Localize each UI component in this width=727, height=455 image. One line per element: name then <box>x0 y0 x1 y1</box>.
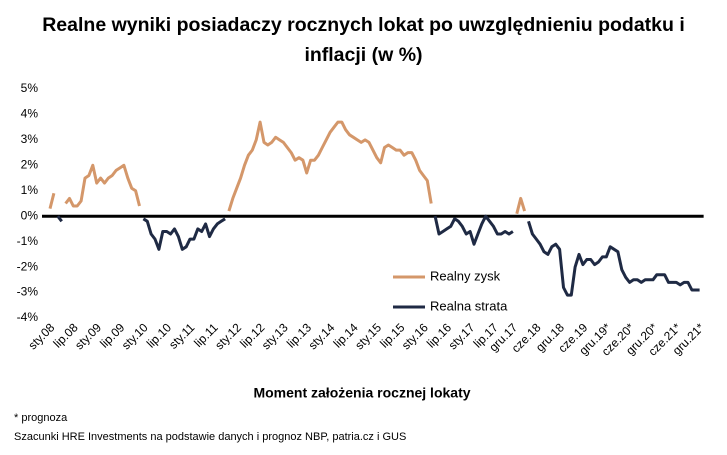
y-tick-label: 2% <box>21 158 39 172</box>
x-tick-label: sty.10 <box>119 320 151 352</box>
source: Szacunki HRE Investments na podstawie da… <box>14 431 406 443</box>
y-tick-label: -3% <box>17 285 39 299</box>
x-tick-label: sty.11 <box>166 320 198 352</box>
x-tick-label: sty.15 <box>352 320 384 352</box>
x-tick-label: sty.09 <box>72 320 104 352</box>
y-tick-label: 5% <box>21 81 39 95</box>
x-tick-label: sty.14 <box>306 320 338 352</box>
legend-label: Realny zysk <box>430 268 501 283</box>
x-tick-label: sty.08 <box>25 320 57 352</box>
y-tick-label: 1% <box>21 183 39 197</box>
line-series <box>48 120 527 215</box>
y-tick-label: 4% <box>21 107 39 121</box>
x-tick-label: sty.17 <box>446 320 478 352</box>
x-tick-label: sty.12 <box>212 320 244 352</box>
x-tick-label: sty.13 <box>259 320 291 352</box>
line-series <box>56 214 700 297</box>
y-tick-label: 0% <box>21 208 39 222</box>
x-axis-label: Moment założenia rocznej lokaty <box>253 385 470 401</box>
y-tick-label: -4% <box>17 310 39 324</box>
y-tick-label: -1% <box>17 234 39 248</box>
chart-title: Realne wyniki posiadaczy rocznych lokat … <box>42 14 685 66</box>
y-tick-label: 3% <box>21 132 39 146</box>
legend-label: Realna strata <box>430 298 508 313</box>
x-tick-label: sty.16 <box>399 320 431 352</box>
note: * prognoza <box>14 412 68 424</box>
y-tick-label: -2% <box>17 259 39 273</box>
